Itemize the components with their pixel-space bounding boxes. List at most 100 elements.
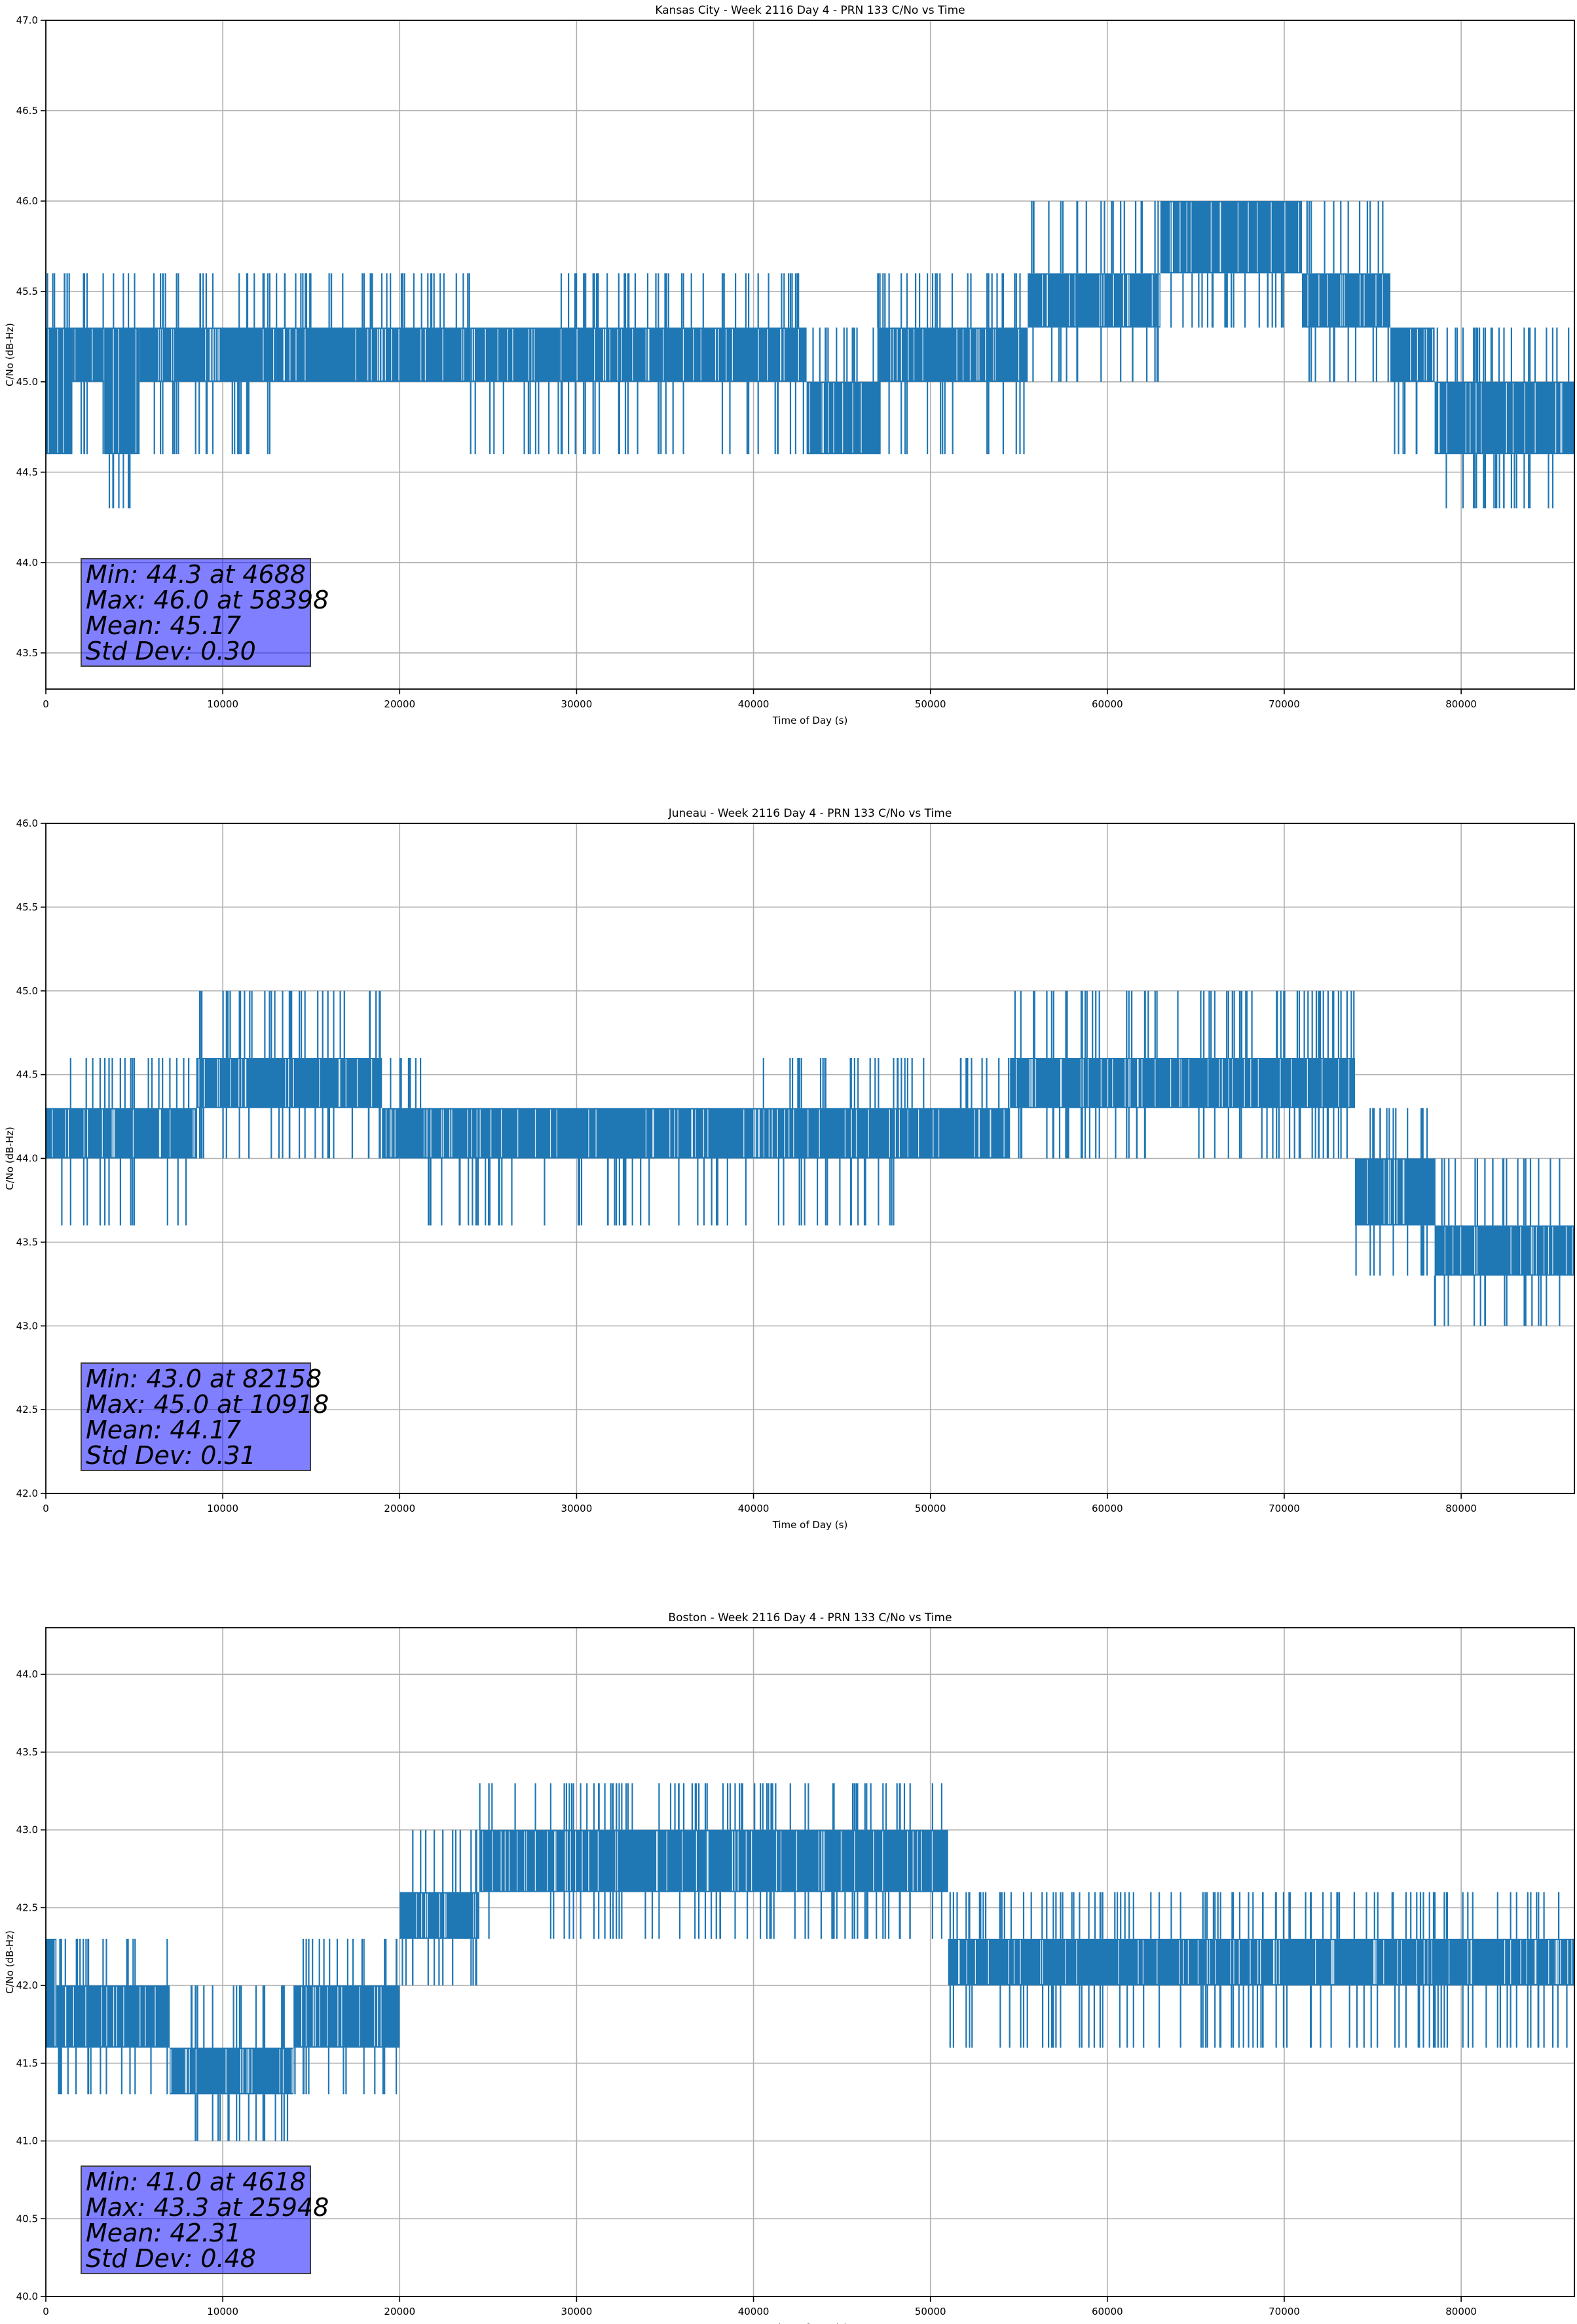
y-tick-label: 40.0 (16, 2291, 38, 2302)
band-texture (1367, 1159, 1405, 1224)
y-tick-label: 43.5 (16, 1236, 38, 1248)
spike-lines (1434, 1158, 1561, 1326)
spike-lines (1394, 381, 1418, 455)
y-tick-label: 45.5 (16, 901, 38, 913)
band-segment (46, 1938, 57, 2048)
stats-line: Mean: 45.17 (86, 611, 242, 640)
spike-lines (58, 1938, 168, 2095)
y-tick-label: 43.5 (16, 647, 38, 659)
y-tick-label: 45.5 (16, 286, 38, 297)
spike-lines (401, 1829, 477, 1986)
band-segment (164, 328, 276, 382)
band-segment (196, 1058, 382, 1108)
spike-lines (164, 273, 270, 455)
stats-line: Mean: 44.17 (86, 1415, 242, 1444)
band-segment (895, 1108, 1011, 1159)
band-texture (482, 1831, 933, 1891)
band-segment (104, 328, 140, 455)
x-tick-label: 30000 (561, 698, 593, 710)
band-texture (74, 329, 105, 381)
x-tick-label: 30000 (561, 1503, 593, 1514)
band-texture (890, 329, 1020, 381)
stats-line: Max: 43.3 at 25948 (86, 2193, 329, 2222)
y-tick-label: 42.0 (16, 1979, 38, 1991)
y-tick-label: 40.5 (16, 2213, 38, 2224)
y-tick-label: 42.0 (16, 1488, 38, 1499)
x-tick-label: 20000 (384, 2306, 415, 2317)
band-segment (470, 328, 559, 382)
spike-lines (1014, 990, 1355, 1159)
spike-lines (153, 273, 164, 455)
y-tick-label: 43.0 (16, 1320, 38, 1332)
band-segment (46, 328, 73, 455)
spike-lines (428, 1158, 747, 1226)
y-tick-label: 46.0 (16, 195, 38, 207)
band-texture (52, 1109, 195, 1157)
x-axis-label: Time of Day (s) (772, 715, 848, 726)
stats-line: Std Dev: 0.31 (86, 1441, 256, 1470)
x-tick-label: 60000 (1092, 2306, 1123, 2317)
spike-lines (479, 1783, 942, 1939)
spike-lines (1031, 200, 1159, 382)
x-tick-label: 70000 (1269, 2306, 1300, 2317)
x-tick-label: 60000 (1092, 1503, 1123, 1514)
spike-lines (190, 1985, 289, 2141)
band-texture (1042, 274, 1160, 327)
chart-1: 0 10000 20000 30000 40000 50000 60000 70000 8000… (4, 4, 1575, 726)
spike-lines (762, 1058, 895, 1226)
spike-lines (897, 1058, 1010, 1108)
band-segment (479, 1829, 948, 1892)
x-tick-label: 10000 (207, 698, 238, 710)
spike-lines (877, 273, 1025, 455)
band-segment (426, 1108, 763, 1159)
x-tick-label: 60000 (1092, 698, 1123, 710)
band-segment (46, 1108, 196, 1159)
series-cno (46, 1783, 1574, 2141)
x-tick-label: 40000 (738, 1503, 770, 1514)
band-segment (1434, 1225, 1574, 1276)
band-texture (1410, 329, 1434, 381)
band-texture (561, 329, 799, 381)
stats-line: Min: 43.0 at 82158 (86, 1364, 322, 1393)
x-tick-label: 80000 (1445, 1503, 1477, 1514)
y-tick-label: 41.0 (16, 2135, 38, 2147)
band-texture (158, 329, 163, 381)
y-tick-label: 47.0 (16, 14, 38, 26)
x-tick-label: 20000 (384, 1503, 415, 1514)
spike-lines (470, 381, 559, 455)
y-tick-label: 45.0 (16, 985, 38, 997)
y-axis-label: C/No (dB-Hz) (4, 1930, 16, 1994)
y-tick-label: 43.5 (16, 1746, 38, 1758)
stats-line: Std Dev: 0.30 (86, 637, 256, 665)
y-tick-label: 42.5 (16, 1404, 38, 1415)
band-texture (170, 2049, 293, 2093)
spike-lines (61, 1058, 190, 1226)
chart-title: Kansas City - Week 2116 Day 4 - PRN 133 … (655, 4, 965, 17)
spike-lines (1355, 1108, 1428, 1276)
spike-lines (390, 1058, 422, 1108)
series-cno (46, 990, 1574, 1326)
spike-lines (294, 1938, 398, 2095)
y-tick-label: 46.0 (16, 817, 38, 829)
x-tick-label: 50000 (915, 698, 946, 710)
band-texture (171, 329, 274, 381)
x-tick-label: 80000 (1445, 698, 1477, 710)
band-texture (1444, 1226, 1573, 1275)
y-tick-label: 45.0 (16, 376, 38, 388)
spike-lines (80, 273, 104, 455)
y-tick-label: 44.0 (16, 557, 38, 569)
x-tick-label: 80000 (1445, 2306, 1477, 2317)
x-tick-label: 40000 (738, 698, 770, 710)
axes-frame (45, 20, 1575, 690)
band-segment (948, 1938, 1574, 1986)
x-axis-label: Time of Day (s) (772, 1519, 848, 1531)
band-segment (170, 2048, 294, 2095)
band-segment (559, 328, 807, 382)
band-texture (1307, 274, 1383, 327)
stats-line: Min: 44.3 at 4688 (86, 560, 306, 589)
stats-line: Min: 41.0 at 4618 (86, 2167, 306, 2196)
band-segment (293, 1985, 400, 2048)
band-segment (806, 381, 878, 455)
y-axis-label: C/No (dB-Hz) (4, 323, 16, 386)
stats-box: Min: 44.3 at 4688 Max: 46.0 at 58398 Mean:… (81, 558, 329, 667)
